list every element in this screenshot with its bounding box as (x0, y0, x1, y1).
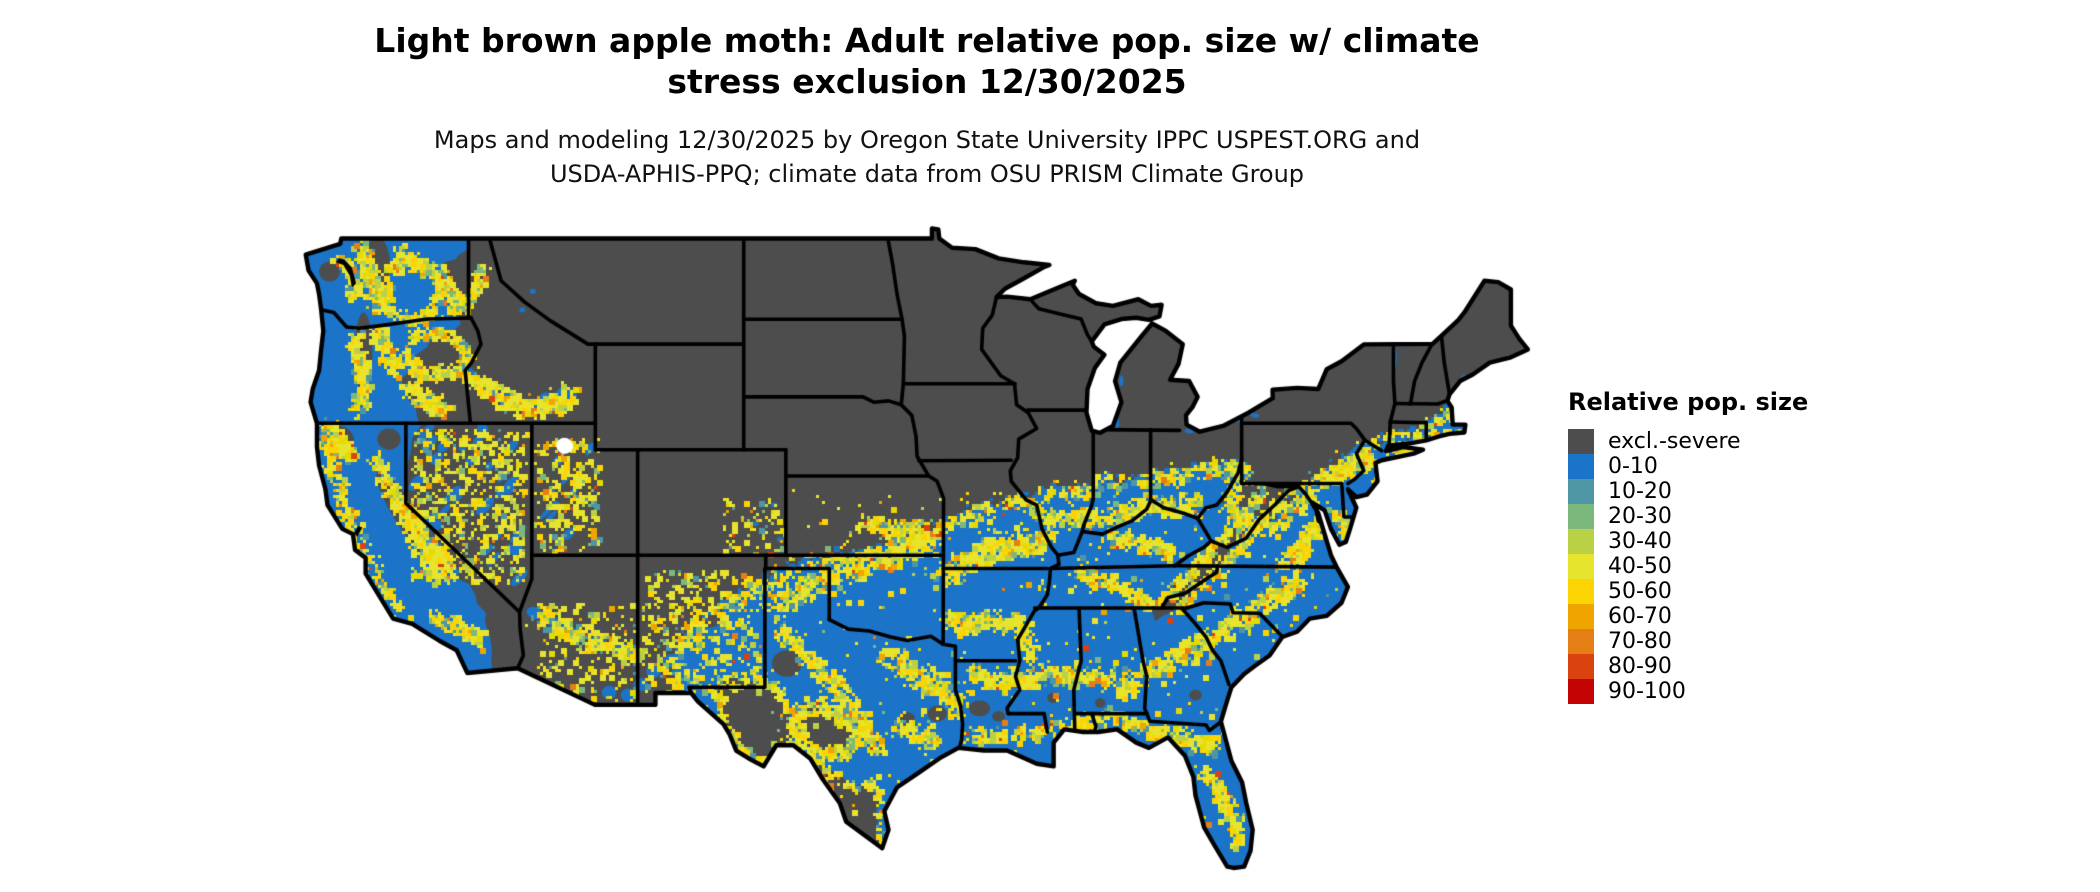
map-subtitle-line2: USDA-APHIS-PPQ; climate data from OSU PR… (549, 160, 1305, 188)
legend-swatch (1568, 529, 1594, 554)
map-subtitle: Maps and modeling 12/30/2025 by Oregon S… (0, 123, 1854, 191)
legend-swatch (1568, 479, 1594, 504)
legend-label: 70-80 (1608, 629, 1672, 654)
legend-label: 80-90 (1608, 654, 1672, 679)
legend-label: 40-50 (1608, 554, 1672, 579)
legend-swatch (1568, 554, 1594, 579)
legend-item: excl.-severe (1568, 429, 1808, 454)
legend-items: excl.-severe 0-10 10-20 20-30 30-40 40-50 50-6… (1568, 429, 1808, 704)
legend-swatch (1568, 654, 1594, 679)
legend-swatch (1568, 629, 1594, 654)
legend-item: 20-30 (1568, 504, 1808, 529)
legend-item: 40-50 (1568, 554, 1808, 579)
legend-title: Relative pop. size (1568, 388, 1809, 416)
legend-swatch (1568, 679, 1594, 704)
legend-item: 30-40 (1568, 529, 1808, 554)
legend-swatch (1568, 604, 1594, 629)
legend-label: excl.-severe (1608, 429, 1741, 454)
map-legend: Relative pop. size excl.-severe 0-10 10-20… (1568, 388, 1808, 704)
legend-label: 30-40 (1608, 529, 1672, 554)
legend-swatch (1568, 579, 1594, 604)
map-title-line2: stress exclusion 12/30/2025 (667, 62, 1187, 101)
legend-label: 60-70 (1608, 604, 1672, 629)
legend-swatch (1568, 504, 1594, 529)
map-title-line1: Light brown apple moth: Adult relative p… (374, 21, 1480, 60)
legend-label: 10-20 (1608, 479, 1672, 504)
legend-label: 20-30 (1608, 504, 1672, 529)
legend-item: 0-10 (1568, 454, 1808, 479)
legend-swatch (1568, 429, 1594, 454)
legend-swatch (1568, 454, 1594, 479)
legend-item: 90-100 (1568, 679, 1808, 704)
legend-label: 50-60 (1608, 579, 1672, 604)
legend-item: 60-70 (1568, 604, 1808, 629)
legend-item: 50-60 (1568, 579, 1808, 604)
legend-item: 80-90 (1568, 654, 1808, 679)
legend-label: 0-10 (1608, 454, 1658, 479)
legend-label: 90-100 (1608, 679, 1686, 704)
map-header: Light brown apple moth: Adult relative p… (0, 20, 1854, 191)
legend-item: 10-20 (1568, 479, 1808, 504)
legend-item: 70-80 (1568, 629, 1808, 654)
map-title: Light brown apple moth: Adult relative p… (0, 20, 1854, 102)
map-subtitle-line1: Maps and modeling 12/30/2025 by Oregon S… (433, 126, 1421, 154)
